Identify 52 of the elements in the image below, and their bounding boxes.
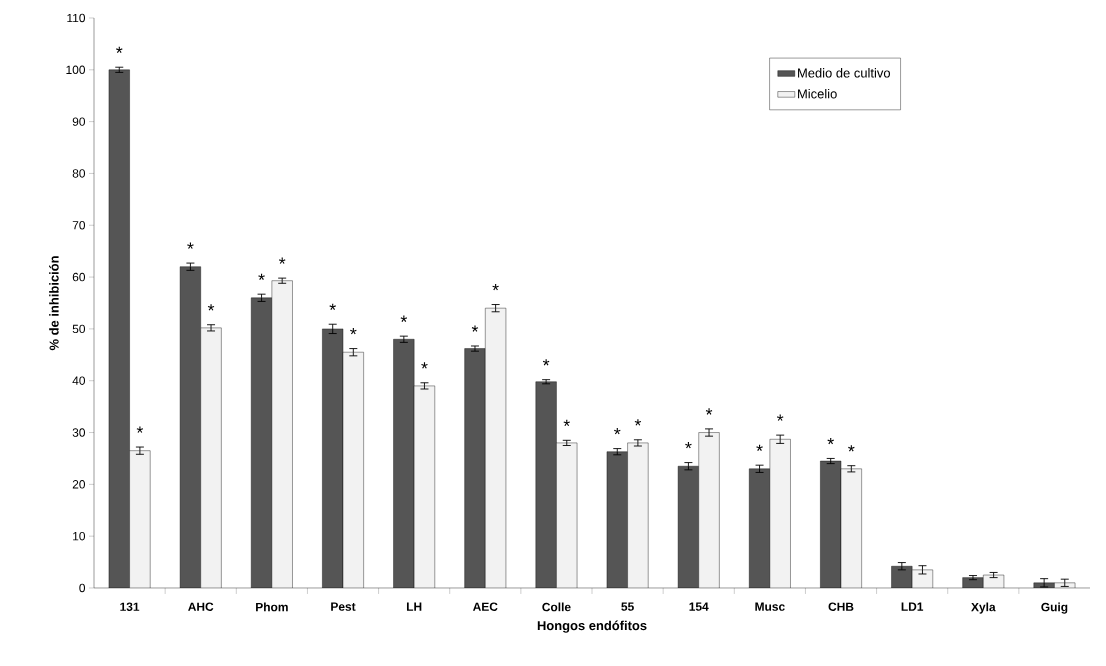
y-tick-label: 20 xyxy=(72,480,86,489)
y-tick-label: 100 xyxy=(66,65,86,75)
x-tick-label: 154 xyxy=(689,602,709,611)
data-label: * xyxy=(827,437,834,445)
data-label: * xyxy=(705,408,713,415)
data-label: * xyxy=(207,304,215,311)
x-tick-label: CHB xyxy=(828,602,854,611)
x-tick-label: LH xyxy=(406,602,422,611)
x-tick-label: 131 xyxy=(120,602,140,611)
y-tick-label: 30 xyxy=(72,428,86,437)
data-label: * xyxy=(756,444,763,451)
x-tick-label: Xyla xyxy=(971,602,996,614)
y-tick-label: 50 xyxy=(72,324,86,334)
data-label: * xyxy=(776,414,784,421)
x-tick-label: Musc xyxy=(755,602,785,611)
y-tick-label: 40 xyxy=(72,376,86,385)
y-tick-label: 80 xyxy=(72,169,86,178)
x-tick-label: Pest xyxy=(331,602,356,611)
data-label: * xyxy=(634,419,642,426)
data-label: * xyxy=(685,442,692,449)
data-label: * xyxy=(848,445,855,452)
legend-label: Micelio xyxy=(798,88,837,99)
data-label: * xyxy=(471,325,479,332)
y-tick-label: 10 xyxy=(73,531,86,541)
x-tick-label: Colle xyxy=(542,602,571,612)
y-axis-title: % de inhibición xyxy=(49,256,59,351)
x-tick-label: Guig xyxy=(1041,602,1068,614)
x-tick-label: AEC xyxy=(472,602,498,611)
data-label: * xyxy=(542,359,550,366)
data-label: * xyxy=(278,257,286,264)
data-label: * xyxy=(614,428,621,435)
y-tick-label: 90 xyxy=(72,117,86,126)
data-label: * xyxy=(136,426,144,433)
data-label: * xyxy=(329,303,336,310)
data-label: * xyxy=(116,46,123,53)
y-tick-label: 70 xyxy=(72,221,86,230)
y-tick-label: 0 xyxy=(79,583,86,593)
x-tick-label: AHC xyxy=(188,602,214,611)
x-tick-label: LD1 xyxy=(901,602,924,611)
y-tick-label: 60 xyxy=(72,272,86,282)
data-label: * xyxy=(350,328,357,335)
data-label: * xyxy=(492,284,499,291)
data-label: * xyxy=(258,273,265,280)
data-label: * xyxy=(187,242,194,249)
x-tick-label: 55 xyxy=(621,602,634,611)
data-label: * xyxy=(400,315,408,322)
x-axis-title: Hongos endófitos xyxy=(537,620,647,633)
x-tick-label: Phom xyxy=(256,602,288,612)
legend-label: Medio de cultivo xyxy=(798,68,891,78)
data-label: * xyxy=(421,362,428,369)
y-tick-label: 110 xyxy=(67,13,86,23)
data-label: * xyxy=(563,419,570,427)
